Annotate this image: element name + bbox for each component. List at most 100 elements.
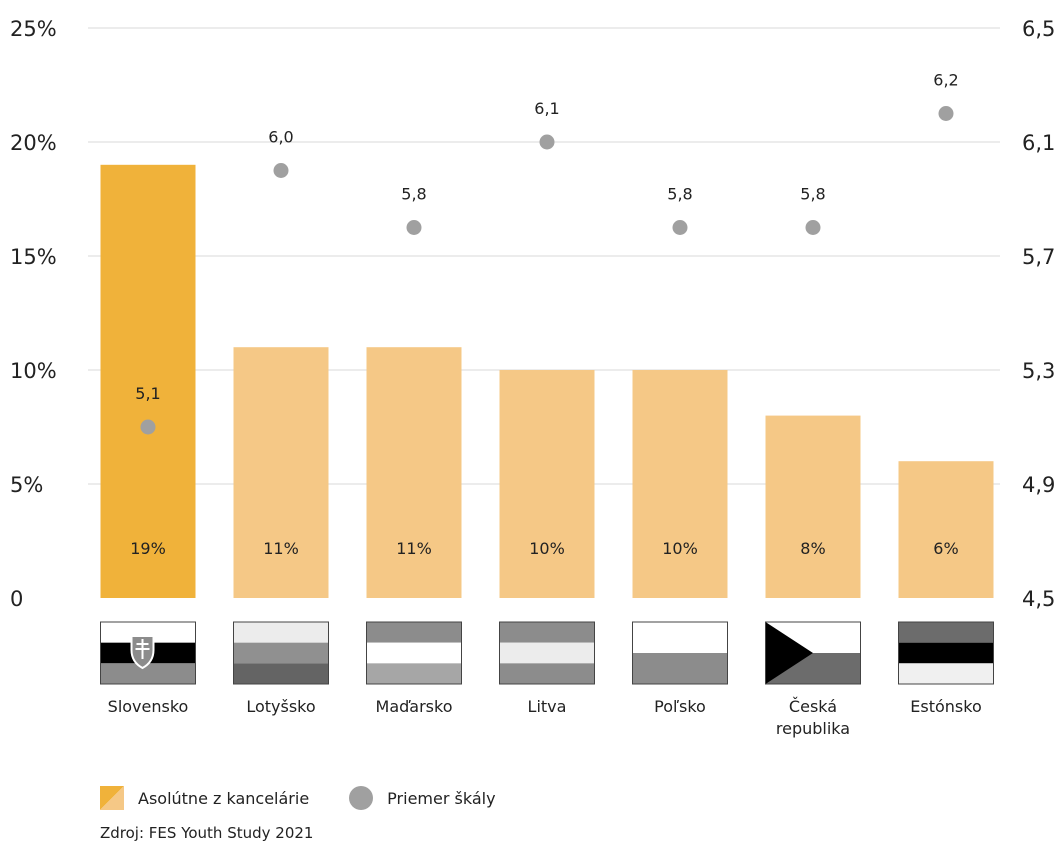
bar	[765, 415, 861, 598]
flag-icon	[632, 621, 728, 685]
dot	[273, 163, 289, 178]
legend-bar-label: Asolútne z kancelárie	[138, 788, 310, 808]
category-label-line: Slovensko	[108, 697, 189, 716]
y-tick-right: 5,7	[1022, 245, 1055, 269]
flag-icon	[366, 621, 462, 685]
flag-stripe	[499, 663, 595, 684]
category-label-line: Maďarsko	[376, 697, 453, 716]
bars: 19% 11% 11% 10% 10% 8% 6%	[100, 164, 994, 599]
y-axis-right: 4,5 4,9 5,3 5,7 6,1 6,5	[1022, 17, 1055, 611]
dot-value-label: 6,0	[268, 128, 293, 147]
flag-border	[499, 621, 595, 685]
dot	[539, 134, 555, 150]
category-label-line: republika	[776, 719, 850, 738]
category-label: Maďarsko	[376, 697, 453, 716]
y-tick-right: 6,1	[1022, 131, 1055, 155]
legend-dot-swatch	[349, 786, 374, 810]
y-tick-left: 10%	[10, 359, 57, 383]
flag-stripe	[898, 642, 994, 664]
y-tick-left: 15%	[10, 245, 57, 269]
legend-dot-label: Priemer škály	[387, 788, 496, 808]
dot	[140, 419, 156, 435]
flag-stripe	[233, 642, 329, 664]
bar	[233, 347, 329, 598]
flag-icon	[233, 621, 329, 685]
bar-value-label: 6%	[933, 539, 958, 558]
flag-stripe	[366, 622, 462, 643]
legend-item-dots: Priemer škály	[349, 786, 496, 810]
flag-triangle	[765, 622, 813, 684]
flag-stripe	[898, 622, 994, 643]
y-tick-left: 5%	[10, 473, 43, 497]
bar	[499, 370, 595, 598]
dot	[938, 106, 954, 121]
flag-icon	[765, 621, 861, 685]
flag-stripe	[100, 622, 196, 643]
category-label-line: Litva	[528, 697, 567, 716]
dot	[805, 220, 821, 235]
category-label-line: Estónsko	[910, 697, 981, 716]
flag-border	[233, 621, 329, 685]
dot-value-label: 6,1	[534, 99, 559, 118]
category-label-line: Česká	[789, 697, 837, 716]
y-tick-left: 0	[10, 587, 23, 611]
legend-item-bars: Asolútne z kancelárie	[100, 786, 309, 810]
dot-value-label: 5,8	[800, 185, 825, 204]
bar-value-label: 8%	[800, 539, 825, 558]
category-label: Česká republika	[776, 697, 850, 738]
bar-value-label: 10%	[529, 539, 565, 558]
flag-stripe	[233, 663, 329, 684]
flag-stripe	[499, 642, 595, 664]
category-label: Slovensko	[108, 697, 189, 716]
y-tick-right: 5,3	[1022, 359, 1055, 383]
flags	[100, 621, 994, 685]
flag-border	[765, 621, 861, 685]
flag-stripe	[898, 663, 994, 684]
category-label: Estónsko	[910, 697, 981, 716]
y-tick-right: 6,5	[1022, 17, 1055, 41]
flag-border	[366, 621, 462, 685]
dot-value-label: 5,8	[667, 185, 692, 204]
bar	[100, 164, 196, 599]
chart: 0 5% 10% 15% 20% 25% 4,5 4,9 5,3 5,7 6,1 6,5 19% 11…	[10, 17, 1055, 738]
category-label-line: Lotyšsko	[246, 697, 315, 716]
y-tick-right: 4,9	[1022, 473, 1055, 497]
bar-value-label: 11%	[263, 539, 299, 558]
legend: Asolútne z kancelárie Priemer škály	[100, 786, 536, 810]
legend-bar-swatch	[100, 786, 124, 810]
y-tick-left: 25%	[10, 17, 57, 41]
dot-value-label: 5,1	[135, 384, 160, 403]
flag-stripe	[100, 663, 196, 684]
flag-stripe	[499, 622, 595, 643]
dot	[672, 220, 688, 235]
bar-value-label: 10%	[662, 539, 698, 558]
y-axis-left: 0 5% 10% 15% 20% 25%	[10, 17, 57, 611]
flag-stripe	[632, 653, 728, 684]
bar-value-label: 19%	[130, 539, 166, 558]
flag-border	[100, 621, 196, 685]
flag-border	[898, 621, 994, 685]
y-tick-left: 20%	[10, 131, 57, 155]
category-label: Lotyšsko	[246, 697, 315, 716]
flag-stripe	[632, 622, 728, 653]
y-tick-right: 4,5	[1022, 587, 1055, 611]
bar	[898, 461, 994, 598]
bar	[366, 347, 462, 598]
category-label: Poľsko	[654, 697, 706, 716]
dot-value-label: 5,8	[401, 185, 426, 204]
bar	[632, 370, 728, 598]
dots: 5,1 6,0 5,8 6,1 5,8 5,8 6,2	[135, 71, 959, 435]
flag-icon	[499, 621, 595, 685]
dot-value-label: 6,2	[933, 71, 958, 90]
flag-icon	[100, 621, 196, 685]
flag-border	[632, 621, 728, 685]
bar-value-label: 11%	[396, 539, 432, 558]
flag-stripe	[366, 663, 462, 684]
flag-stripe	[233, 622, 329, 643]
category-labels: Slovensko Lotyšsko Maďarsko Litva Poľsko Česk…	[108, 697, 982, 738]
category-label: Litva	[528, 697, 567, 716]
category-label-line: Poľsko	[654, 697, 706, 716]
source-note: Zdroj: FES Youth Study 2021	[100, 824, 314, 842]
flag-icon	[898, 621, 994, 685]
flag-stripe	[366, 642, 462, 664]
